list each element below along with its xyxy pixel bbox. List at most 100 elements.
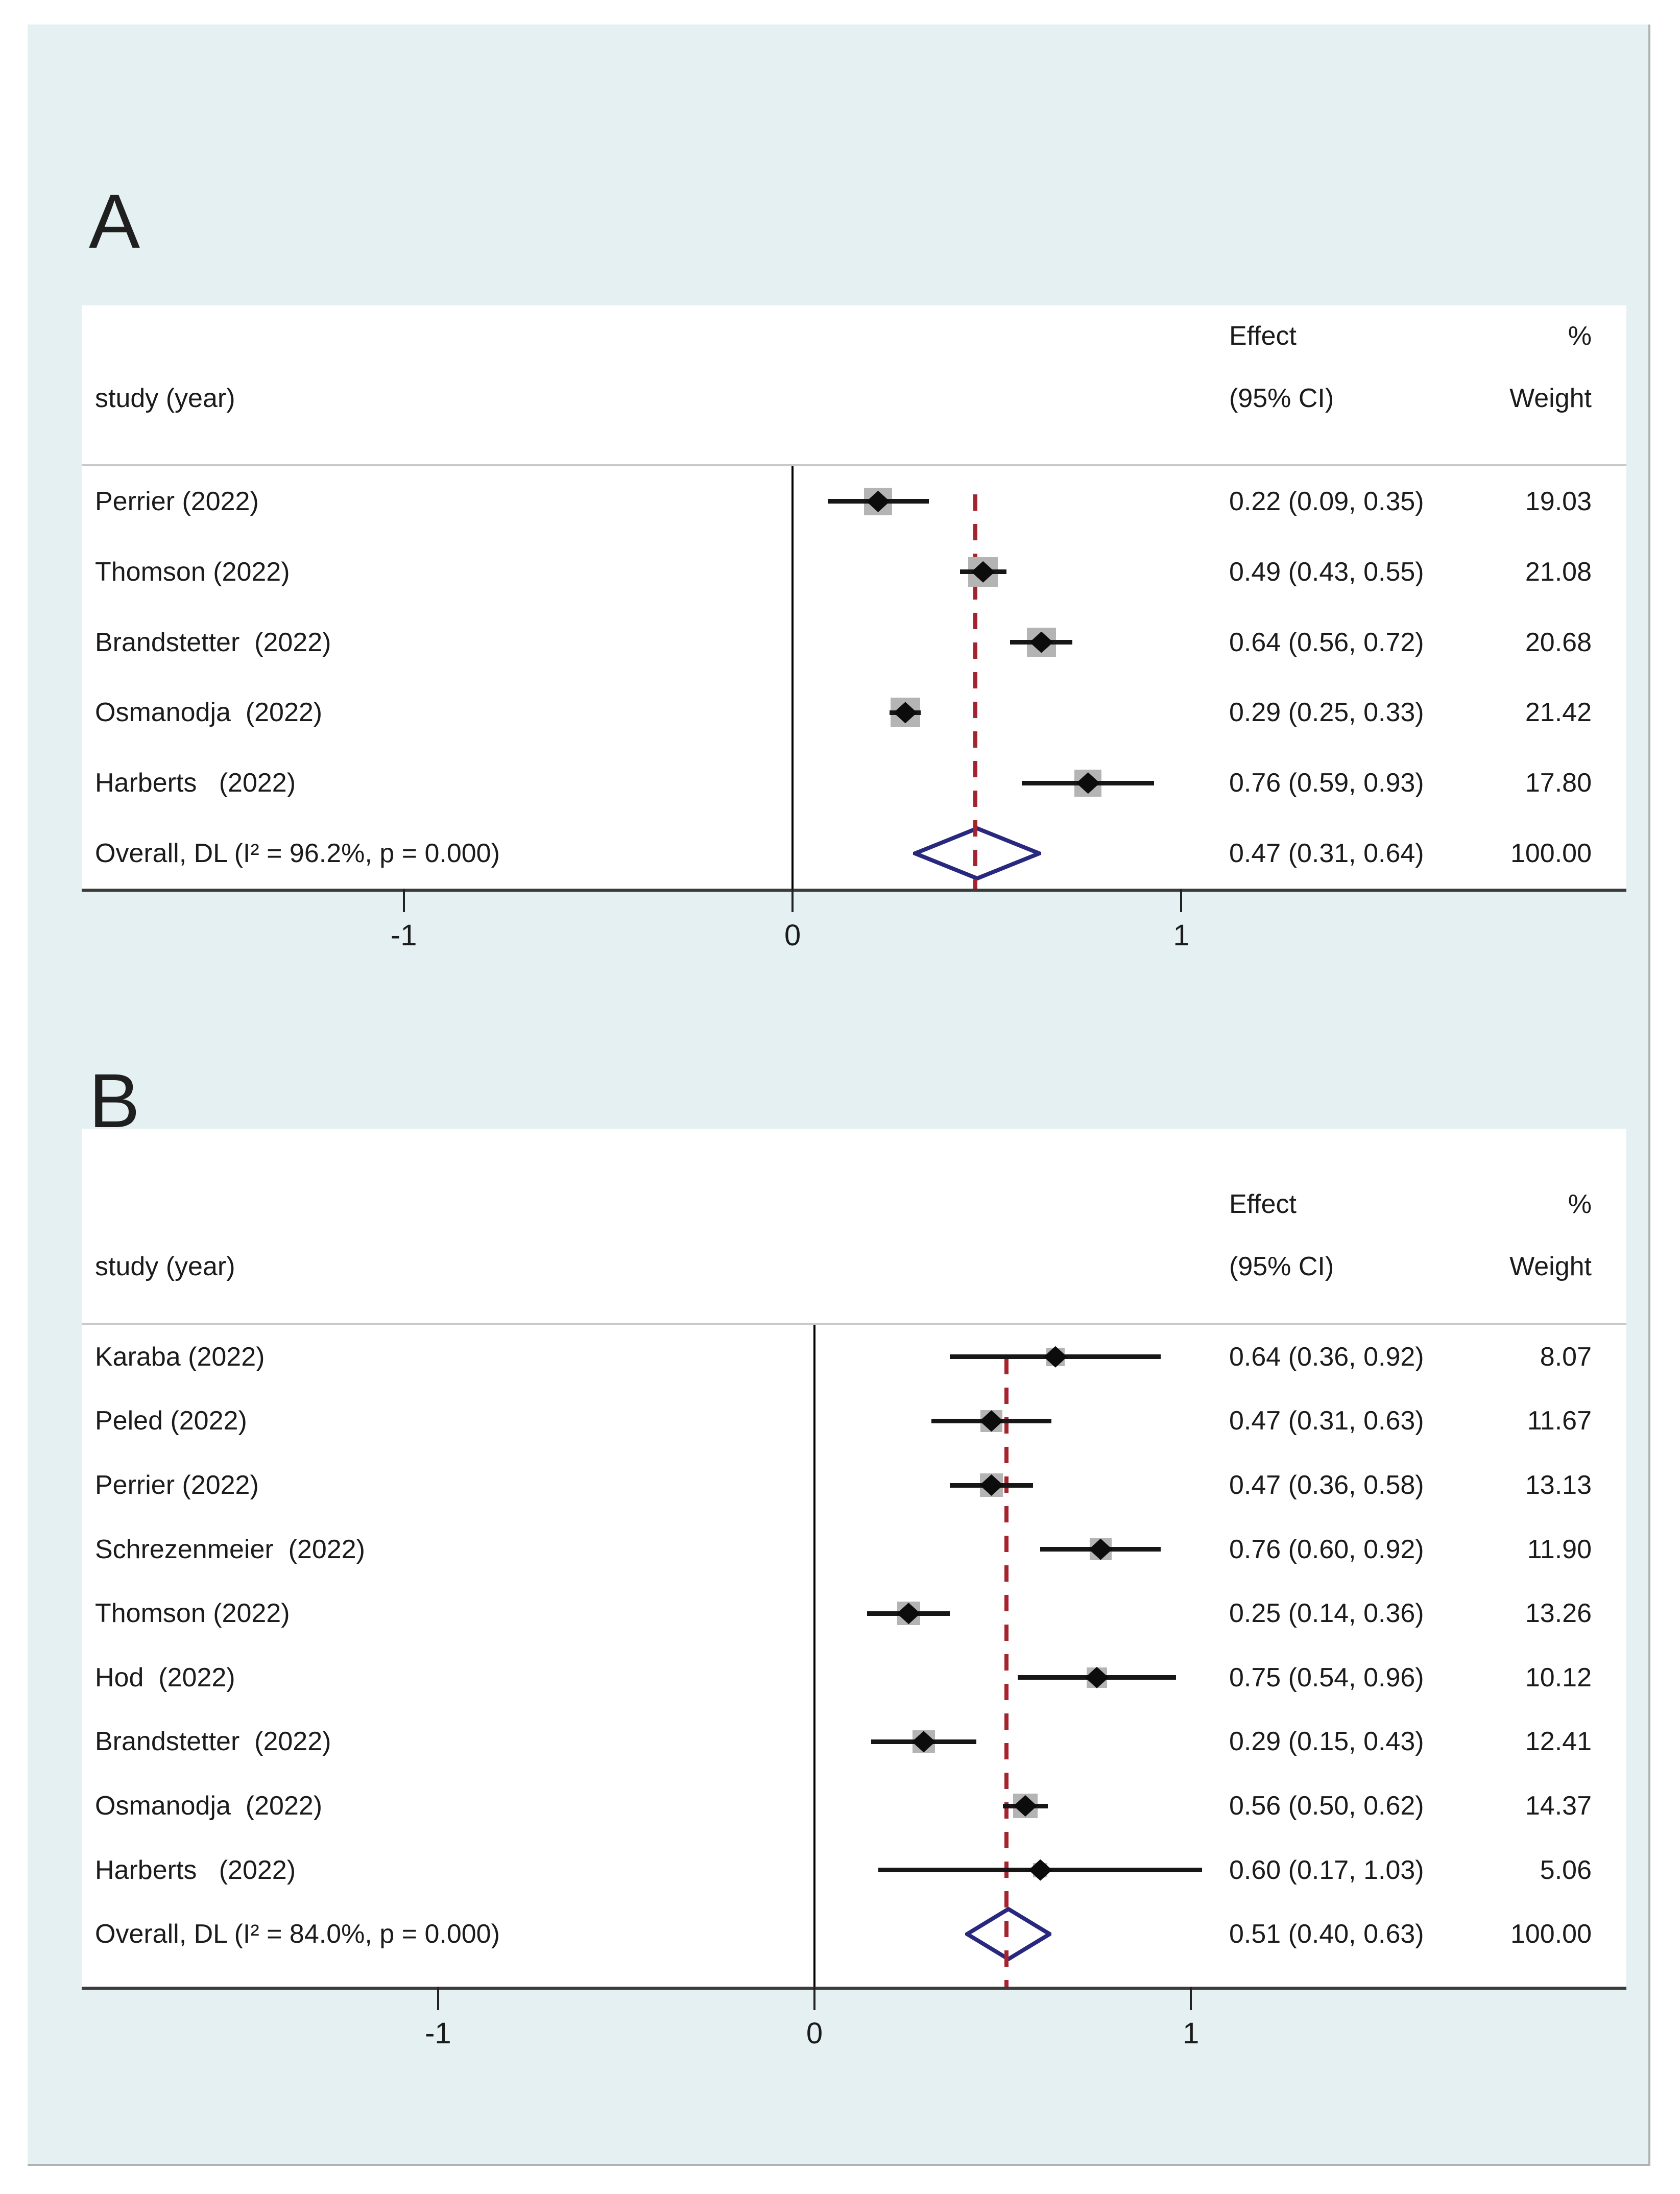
effect-ci-value: 0.29 (0.25, 0.33) <box>1229 698 1424 728</box>
weight-value: 12.41 <box>1525 1727 1592 1757</box>
weight-value: 10.12 <box>1525 1662 1592 1692</box>
study-label: Harberts (2022) <box>95 768 296 798</box>
study-label: Brandstetter (2022) <box>95 627 331 657</box>
effect-ci-value: 0.47 (0.31, 0.64) <box>1229 839 1424 869</box>
study-row: Perrier (2022) 0.47 (0.36, 0.58) 13.13 <box>82 1453 1626 1517</box>
weight-value: 8.07 <box>1540 1342 1592 1372</box>
study-label: Thomson (2022) <box>95 557 290 587</box>
tick-label: -1 <box>390 919 417 952</box>
column-header-ci: (95% CI) <box>1229 384 1334 413</box>
table-header: Effect % study (year) (95% CI) Weight <box>82 1129 1626 1323</box>
tick-mark <box>1190 1987 1192 2010</box>
study-row: Karaba (2022) 0.64 (0.36, 0.92) 8.07 <box>82 1325 1626 1389</box>
study-row: Osmanodja (2022) 0.56 (0.50, 0.62) 14.37 <box>82 1774 1626 1838</box>
tick-label: 0 <box>784 919 801 952</box>
study-row: Brandstetter (2022) 0.29 (0.15, 0.43) 12.4… <box>82 1710 1626 1774</box>
table-header: Effect % study (year) (95% CI) Weight <box>82 305 1626 464</box>
effect-ci-value: 0.76 (0.59, 0.93) <box>1229 768 1424 798</box>
header-divider <box>82 464 1626 466</box>
column-header-effect: Effect <box>1229 321 1297 351</box>
effect-ci-value: 0.25 (0.14, 0.36) <box>1229 1599 1424 1629</box>
tick-label: 1 <box>1183 2017 1199 2050</box>
effect-ci-value: 0.22 (0.09, 0.35) <box>1229 486 1424 516</box>
study-label: Overall, DL (I² = 96.2%, p = 0.000) <box>95 839 500 869</box>
weight-value: 11.90 <box>1527 1534 1592 1564</box>
study-label: Peled (2022) <box>95 1406 247 1436</box>
tick-mark <box>402 889 405 912</box>
tick-mark <box>1180 889 1183 912</box>
study-row: Overall, DL (I² = 84.0%, p = 0.000) 0.51 … <box>82 1902 1626 1966</box>
column-header-pct: % <box>1568 321 1592 351</box>
column-header-ci: (95% CI) <box>1229 1252 1334 1281</box>
rows-area: Perrier (2022) 0.22 (0.09, 0.35) 19.03 Thom… <box>82 466 1626 889</box>
study-label: Harberts (2022) <box>95 1855 296 1885</box>
effect-ci-value: 0.60 (0.17, 1.03) <box>1229 1855 1424 1885</box>
effect-ci-value: 0.64 (0.56, 0.72) <box>1229 627 1424 657</box>
study-row: Brandstetter (2022) 0.64 (0.56, 0.72) 20.6… <box>82 607 1626 678</box>
column-header-weight: Weight <box>1509 1252 1592 1281</box>
x-axis-ticks: -1 0 1 <box>82 1987 1626 2073</box>
weight-value: 14.37 <box>1525 1791 1592 1821</box>
study-row: Harberts (2022) 0.76 (0.59, 0.93) 17.80 <box>82 748 1626 818</box>
panel-letter-b: B <box>89 1058 140 1143</box>
weight-value: 13.26 <box>1525 1599 1592 1629</box>
figure-canvas: A Effect % study (year) (95% CI) Weight … <box>28 25 1650 2166</box>
weight-value: 17.80 <box>1525 768 1592 798</box>
study-label: Osmanodja (2022) <box>95 698 323 728</box>
effect-ci-value: 0.49 (0.43, 0.55) <box>1229 557 1424 587</box>
study-row: Overall, DL (I² = 96.2%, p = 0.000) 0.47 … <box>82 818 1626 889</box>
effect-ci-value: 0.47 (0.36, 0.58) <box>1229 1470 1424 1500</box>
study-label: Karaba (2022) <box>95 1342 265 1372</box>
effect-ci-value: 0.64 (0.36, 0.92) <box>1229 1342 1424 1372</box>
tick-mark <box>437 1987 439 2010</box>
weight-value: 100.00 <box>1510 1919 1592 1949</box>
forest-panel-a: A Effect % study (year) (95% CI) Weight … <box>82 180 1626 952</box>
tick-label: 0 <box>806 2017 823 2050</box>
study-row: Thomson (2022) 0.25 (0.14, 0.36) 13.26 <box>82 1581 1626 1645</box>
rows-area: Karaba (2022) 0.64 (0.36, 0.92) 8.07 Peled … <box>82 1325 1626 1987</box>
study-label: Perrier (2022) <box>95 1470 259 1500</box>
effect-ci-value: 0.47 (0.31, 0.63) <box>1229 1406 1424 1436</box>
tick-label: -1 <box>425 2017 451 2050</box>
weight-value: 21.42 <box>1525 698 1592 728</box>
column-header-pct: % <box>1568 1189 1592 1219</box>
study-row: Thomson (2022) 0.49 (0.43, 0.55) 21.08 <box>82 537 1626 607</box>
weight-value: 20.68 <box>1525 627 1592 657</box>
weight-value: 21.08 <box>1525 557 1592 587</box>
weight-value: 100.00 <box>1510 839 1592 869</box>
column-header-study: study (year) <box>95 384 235 413</box>
weight-value: 11.67 <box>1527 1406 1592 1436</box>
tick-label: 1 <box>1173 919 1190 952</box>
panel-box: Effect % study (year) (95% CI) Weight Ka… <box>82 1129 1626 1990</box>
effect-ci-value: 0.56 (0.50, 0.62) <box>1229 1791 1424 1821</box>
weight-value: 5.06 <box>1540 1855 1592 1885</box>
study-row: Perrier (2022) 0.22 (0.09, 0.35) 19.03 <box>82 466 1626 537</box>
effect-ci-value: 0.51 (0.40, 0.63) <box>1229 1919 1424 1949</box>
effect-ci-value: 0.76 (0.60, 0.92) <box>1229 1534 1424 1564</box>
forest-panel-b: B Effect % study (year) (95% CI) Weight … <box>82 1060 1626 2050</box>
effect-ci-value: 0.29 (0.15, 0.43) <box>1229 1727 1424 1757</box>
study-row: Harberts (2022) 0.60 (0.17, 1.03) 5.06 <box>82 1838 1626 1902</box>
study-label: Perrier (2022) <box>95 486 259 516</box>
study-row: Peled (2022) 0.47 (0.31, 0.63) 11.67 <box>82 1389 1626 1453</box>
study-label: Hod (2022) <box>95 1662 235 1692</box>
study-row: Hod (2022) 0.75 (0.54, 0.96) 10.12 <box>82 1645 1626 1710</box>
panel-box: Effect % study (year) (95% CI) Weight Pe… <box>82 305 1626 892</box>
study-label: Thomson (2022) <box>95 1599 290 1629</box>
panel-letter-a: A <box>89 178 140 264</box>
study-label: Brandstetter (2022) <box>95 1727 331 1757</box>
effect-ci-value: 0.75 (0.54, 0.96) <box>1229 1662 1424 1692</box>
study-label: Osmanodja (2022) <box>95 1791 323 1821</box>
weight-value: 13.13 <box>1525 1470 1592 1500</box>
header-divider <box>82 1323 1626 1325</box>
study-label: Schrezenmeier (2022) <box>95 1534 365 1564</box>
study-label: Overall, DL (I² = 84.0%, p = 0.000) <box>95 1919 500 1949</box>
column-header-study: study (year) <box>95 1252 235 1281</box>
tick-mark <box>791 889 794 912</box>
tick-mark <box>813 1987 816 2010</box>
study-row: Schrezenmeier (2022) 0.76 (0.60, 0.92) 11.… <box>82 1517 1626 1582</box>
weight-value: 19.03 <box>1525 486 1592 516</box>
study-row: Osmanodja (2022) 0.29 (0.25, 0.33) 21.42 <box>82 677 1626 748</box>
x-axis-ticks: -1 0 1 <box>82 889 1626 975</box>
